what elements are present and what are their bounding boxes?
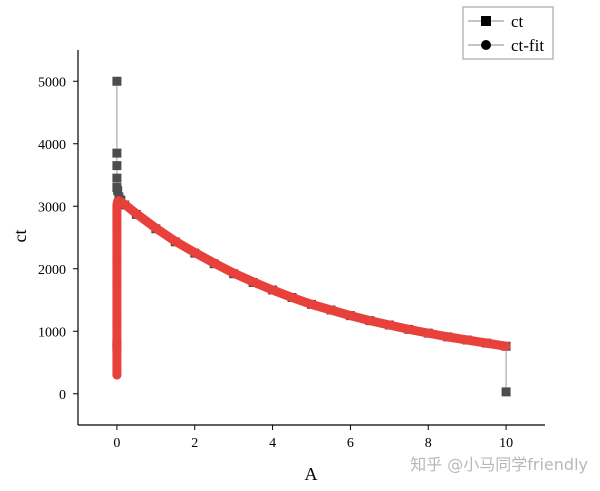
y-tick-label: 2000 <box>38 263 66 278</box>
y-tick-label: 5000 <box>38 75 66 90</box>
ct-fit-point <box>384 320 394 330</box>
x-tick-label: 2 <box>191 436 198 451</box>
y-tick-label: 0 <box>59 388 66 403</box>
x-tick-label: 10 <box>499 436 513 451</box>
y-tick-label: 3000 <box>38 200 66 215</box>
axes: 0 2 4 6 8 10 0 1000 2000 3000 4000 5000 <box>38 50 545 451</box>
ct-point <box>112 173 122 183</box>
legend-ct-fit-label: ct-fit <box>511 36 544 55</box>
ct-fit-point <box>112 316 122 326</box>
ct-fit-point <box>248 277 258 287</box>
ct-fit-series-line <box>112 196 511 380</box>
ct-point <box>113 186 123 196</box>
ct-point <box>112 148 122 158</box>
plot-area <box>112 76 511 397</box>
ct-fit-point <box>443 332 453 342</box>
ct-fit-point <box>307 299 316 309</box>
ct-fit-point <box>209 258 219 268</box>
ct-fit-point <box>404 324 414 334</box>
ct-fit-point <box>482 338 492 348</box>
legend-box <box>462 6 554 60</box>
ct-point <box>112 161 122 171</box>
x-tick-label: 6 <box>347 436 354 451</box>
legend-ct-fit-marker <box>481 40 491 50</box>
ct-fit-point <box>268 285 278 295</box>
x-tick-label: 4 <box>269 436 276 451</box>
ct-fit-point <box>112 278 122 288</box>
legend: ct ct-fit <box>462 6 554 60</box>
ct-fit-point <box>423 328 433 338</box>
ct-fit-point <box>131 209 141 219</box>
ct-fit-point <box>287 293 297 302</box>
ct-fit-point <box>462 335 472 345</box>
y-tick-label: 4000 <box>38 138 66 153</box>
ct-point <box>112 76 122 86</box>
x-tick-label: 0 <box>113 436 120 451</box>
legend-ct-label: ct <box>511 12 524 31</box>
ct-fit-point <box>170 236 180 246</box>
watermark-text: 知乎 @小马同学friendly <box>410 455 588 474</box>
ct-fit-point <box>151 223 161 233</box>
ct-fit-point <box>112 253 122 263</box>
ct-fit-point <box>112 213 122 222</box>
ct-fit-point <box>112 223 122 232</box>
x-axis-title: A <box>305 464 318 484</box>
y-tick-label: 1000 <box>38 325 66 340</box>
y-axis-title: ct <box>10 230 30 243</box>
ct-fit-point <box>112 235 122 245</box>
ct-fit-point <box>326 305 336 315</box>
ct-fit-point <box>345 311 355 321</box>
x-tick-label: 8 <box>425 436 432 451</box>
ct-fit-point <box>112 370 122 380</box>
ct-fit-point <box>190 248 200 257</box>
ct-fit-point <box>120 199 130 209</box>
ct-fit-point <box>365 316 375 326</box>
ct-fit-point <box>501 341 511 351</box>
ct-point <box>501 387 511 397</box>
legend-ct-marker <box>481 16 491 26</box>
ct-fit-point <box>229 268 239 278</box>
